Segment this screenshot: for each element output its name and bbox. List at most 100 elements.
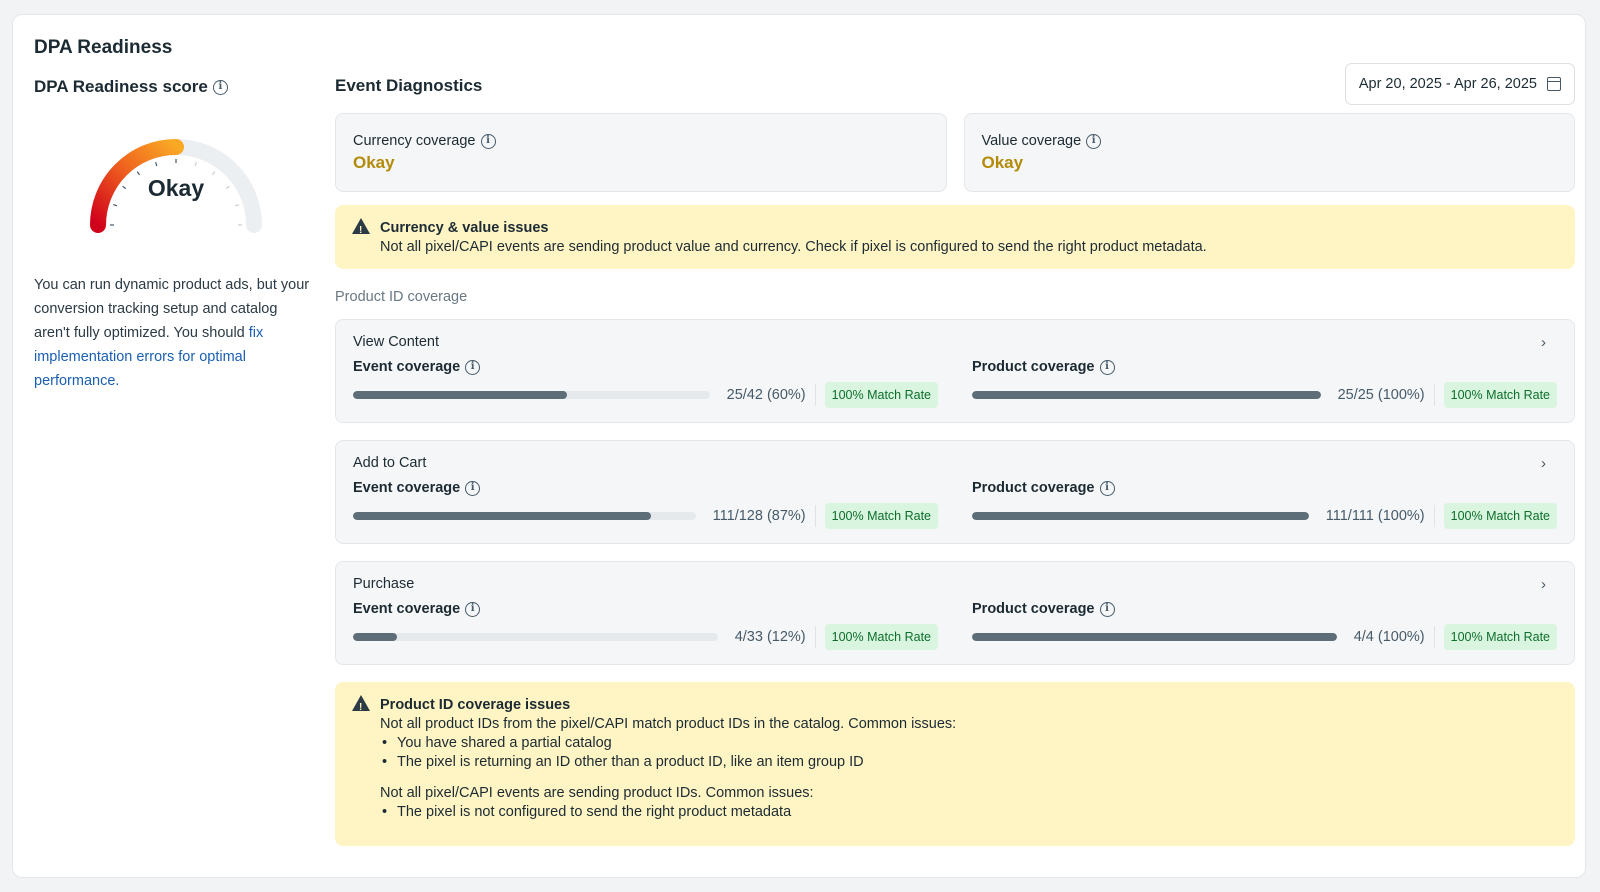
product-warning-text1: Not all product IDs from the pixel/CAPI … (380, 716, 957, 732)
product-warning-list2: The pixel is not configured to send the … (380, 803, 1558, 822)
event-coverage-label: Event coverage i (353, 480, 938, 496)
event-name: Add to Cart (353, 455, 427, 471)
value-coverage-label-text: Value coverage (981, 133, 1082, 149)
product-id-coverage-label: Product ID coverage (335, 289, 468, 305)
value-coverage-value: Okay (981, 153, 1024, 172)
product-coverage-bar (972, 391, 1321, 399)
diagnostics-header: Event Diagnostics Apr 20, 2025 - Apr 26,… (335, 63, 1575, 113)
value-coverage-card: Value coverage i Okay (963, 113, 1575, 192)
event-metrics: Event coverage i 111/128 (87%) 100% Match R… (353, 480, 1557, 529)
info-icon[interactable]: i (1099, 359, 1115, 375)
event-row[interactable]: Add to Cart › Event coverage i 111/128 (87%)… (335, 440, 1575, 544)
event-coverage-label-text: Event coverage (353, 359, 461, 375)
event-coverage-bar (353, 512, 696, 520)
product-coverage-label: Product coverage i (972, 601, 1557, 617)
product-coverage-bar-fill (972, 512, 1309, 520)
info-icon[interactable]: i (212, 79, 228, 95)
product-coverage-metric: Product coverage i 111/111 (100%) 100% Matc… (972, 480, 1557, 529)
event-coverage-label: Event coverage i (353, 601, 938, 617)
dpa-readiness-card: DPA Readiness DPA Readiness score i Okay (12, 14, 1586, 878)
product-warning-list1: You have shared a partial catalog The pi… (380, 734, 1558, 772)
match-rate-badge: 100% Match Rate (824, 503, 938, 529)
fix-errors-link[interactable]: fix implementation errors for optimal pe… (34, 325, 264, 389)
chevron-right-icon[interactable]: › (1541, 576, 1546, 593)
coverage-summary: Currency coverage i Okay Value coverage … (335, 113, 1575, 192)
product-warning-text2: Not all pixel/CAPI events are sending pr… (380, 785, 814, 801)
event-coverage-label: Event coverage i (353, 359, 938, 375)
event-name: Purchase (353, 576, 415, 592)
warning-icon (352, 218, 370, 240)
event-coverage-bar (353, 633, 718, 641)
product-coverage-value: 25/25 (100%) (1338, 384, 1435, 406)
event-coverage-label-text: Event coverage (353, 480, 461, 496)
event-coverage-bar (353, 391, 710, 399)
match-rate-badge: 100% Match Rate (824, 624, 938, 650)
product-coverage-bar-row: 111/111 (100%) 100% Match Rate (972, 503, 1557, 529)
event-list: View Content › Event coverage i 25/42 (60%) 1… (335, 319, 1575, 665)
currency-coverage-label-text: Currency coverage (353, 133, 476, 149)
event-coverage-metric: Event coverage i 111/128 (87%) 100% Match R… (353, 480, 938, 529)
event-row[interactable]: Purchase › Event coverage i 4/33 (12%) 100% M… (335, 561, 1575, 665)
score-title: DPA Readiness score i (34, 77, 314, 97)
event-coverage-bar-row: 25/42 (60%) 100% Match Rate (353, 382, 938, 408)
product-coverage-value: 111/111 (100%) (1326, 505, 1435, 527)
gauge-tick (113, 204, 118, 207)
gauge-tick (155, 162, 158, 167)
chevron-right-icon[interactable]: › (1541, 455, 1546, 472)
score-title-text: DPA Readiness score (34, 77, 208, 96)
product-coverage-bar-row: 25/25 (100%) 100% Match Rate (972, 382, 1557, 408)
event-metrics: Event coverage i 4/33 (12%) 100% Match Rate… (353, 601, 1557, 650)
product-coverage-bar-row: 4/4 (100%) 100% Match Rate (972, 624, 1557, 650)
gauge-svg (90, 139, 262, 233)
info-icon[interactable]: i (465, 480, 481, 496)
gauge-tick (136, 171, 141, 176)
info-icon[interactable]: i (1099, 601, 1115, 617)
event-coverage-metric: Event coverage i 4/33 (12%) 100% Match Rate (353, 601, 938, 650)
readiness-gauge: Okay (76, 117, 276, 237)
product-coverage-bar (972, 512, 1309, 520)
info-icon[interactable]: i (480, 133, 496, 149)
product-coverage-label: Product coverage i (972, 480, 1557, 496)
score-panel: DPA Readiness score i Okay You can run d… (34, 77, 314, 393)
warning-icon (352, 695, 370, 717)
list-item: The pixel is returning an ID other than … (380, 753, 1558, 772)
event-coverage-bar-fill (353, 391, 567, 399)
gauge-tick (211, 171, 216, 176)
currency-coverage-value: Okay (353, 153, 395, 172)
list-item: The pixel is not configured to send the … (380, 803, 1558, 822)
event-row[interactable]: View Content › Event coverage i 25/42 (60%) 1… (335, 319, 1575, 423)
page-title: DPA Readiness (34, 37, 173, 58)
calendar-icon (1547, 77, 1561, 91)
event-coverage-value: 4/33 (12%) (735, 626, 816, 648)
currency-coverage-label: Currency coverage i (353, 133, 929, 149)
diagnostics-title: Event Diagnostics (335, 76, 483, 95)
info-icon[interactable]: i (1099, 480, 1115, 496)
gauge-tick (225, 185, 230, 190)
currency-warning-banner: Currency & value issues Not all pixel/CA… (335, 205, 1575, 269)
info-icon[interactable]: i (465, 359, 481, 375)
currency-warning-text: Not all pixel/CAPI events are sending pr… (380, 239, 1207, 255)
description-text: You can run dynamic product ads, but you… (34, 277, 310, 341)
product-coverage-label-text: Product coverage (972, 601, 1095, 617)
value-coverage-label: Value coverage i (982, 133, 1558, 149)
match-rate-badge: 100% Match Rate (1443, 382, 1557, 408)
score-description: You can run dynamic product ads, but you… (34, 273, 314, 393)
product-coverage-label-text: Product coverage (972, 359, 1095, 375)
gauge-ticks (110, 159, 242, 226)
info-icon[interactable]: i (1086, 133, 1102, 149)
info-icon[interactable]: i (465, 601, 481, 617)
match-rate-badge: 100% Match Rate (1443, 503, 1557, 529)
event-metrics: Event coverage i 25/42 (60%) 100% Match Rat… (353, 359, 1557, 408)
event-coverage-value: 111/128 (87%) (713, 505, 816, 527)
event-coverage-bar-row: 111/128 (87%) 100% Match Rate (353, 503, 938, 529)
product-warning-title: Product ID coverage issues (380, 697, 571, 713)
product-coverage-label: Product coverage i (972, 359, 1557, 375)
product-coverage-bar-fill (972, 391, 1321, 399)
currency-warning-title: Currency & value issues (380, 220, 549, 236)
chevron-right-icon[interactable]: › (1541, 334, 1546, 351)
product-coverage-value: 4/4 (100%) (1354, 626, 1435, 648)
product-coverage-bar (972, 633, 1337, 641)
diagnostics-panel: Event Diagnostics Apr 20, 2025 - Apr 26,… (335, 63, 1575, 846)
date-range-picker[interactable]: Apr 20, 2025 - Apr 26, 2025 (1344, 63, 1575, 105)
event-coverage-metric: Event coverage i 25/42 (60%) 100% Match Rat… (353, 359, 938, 408)
